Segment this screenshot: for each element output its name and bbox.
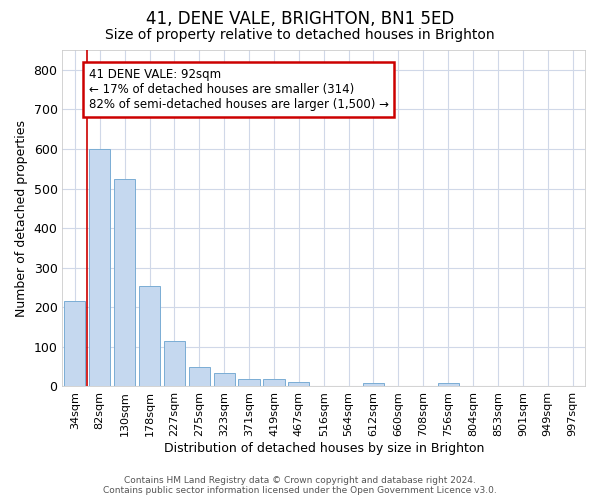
Text: Size of property relative to detached houses in Brighton: Size of property relative to detached ho… — [105, 28, 495, 42]
Text: Contains HM Land Registry data © Crown copyright and database right 2024.
Contai: Contains HM Land Registry data © Crown c… — [103, 476, 497, 495]
Bar — [238, 378, 260, 386]
Bar — [139, 286, 160, 386]
Bar — [363, 382, 384, 386]
Y-axis label: Number of detached properties: Number of detached properties — [15, 120, 28, 316]
Bar — [214, 374, 235, 386]
Bar — [114, 178, 135, 386]
Bar — [164, 341, 185, 386]
Text: 41, DENE VALE, BRIGHTON, BN1 5ED: 41, DENE VALE, BRIGHTON, BN1 5ED — [146, 10, 454, 28]
Bar — [89, 149, 110, 386]
Bar — [288, 382, 310, 386]
Bar — [64, 302, 85, 386]
Bar — [189, 366, 210, 386]
X-axis label: Distribution of detached houses by size in Brighton: Distribution of detached houses by size … — [164, 442, 484, 455]
Bar — [437, 384, 459, 386]
Text: 41 DENE VALE: 92sqm
← 17% of detached houses are smaller (314)
82% of semi-detac: 41 DENE VALE: 92sqm ← 17% of detached ho… — [89, 68, 389, 111]
Bar — [263, 380, 284, 386]
